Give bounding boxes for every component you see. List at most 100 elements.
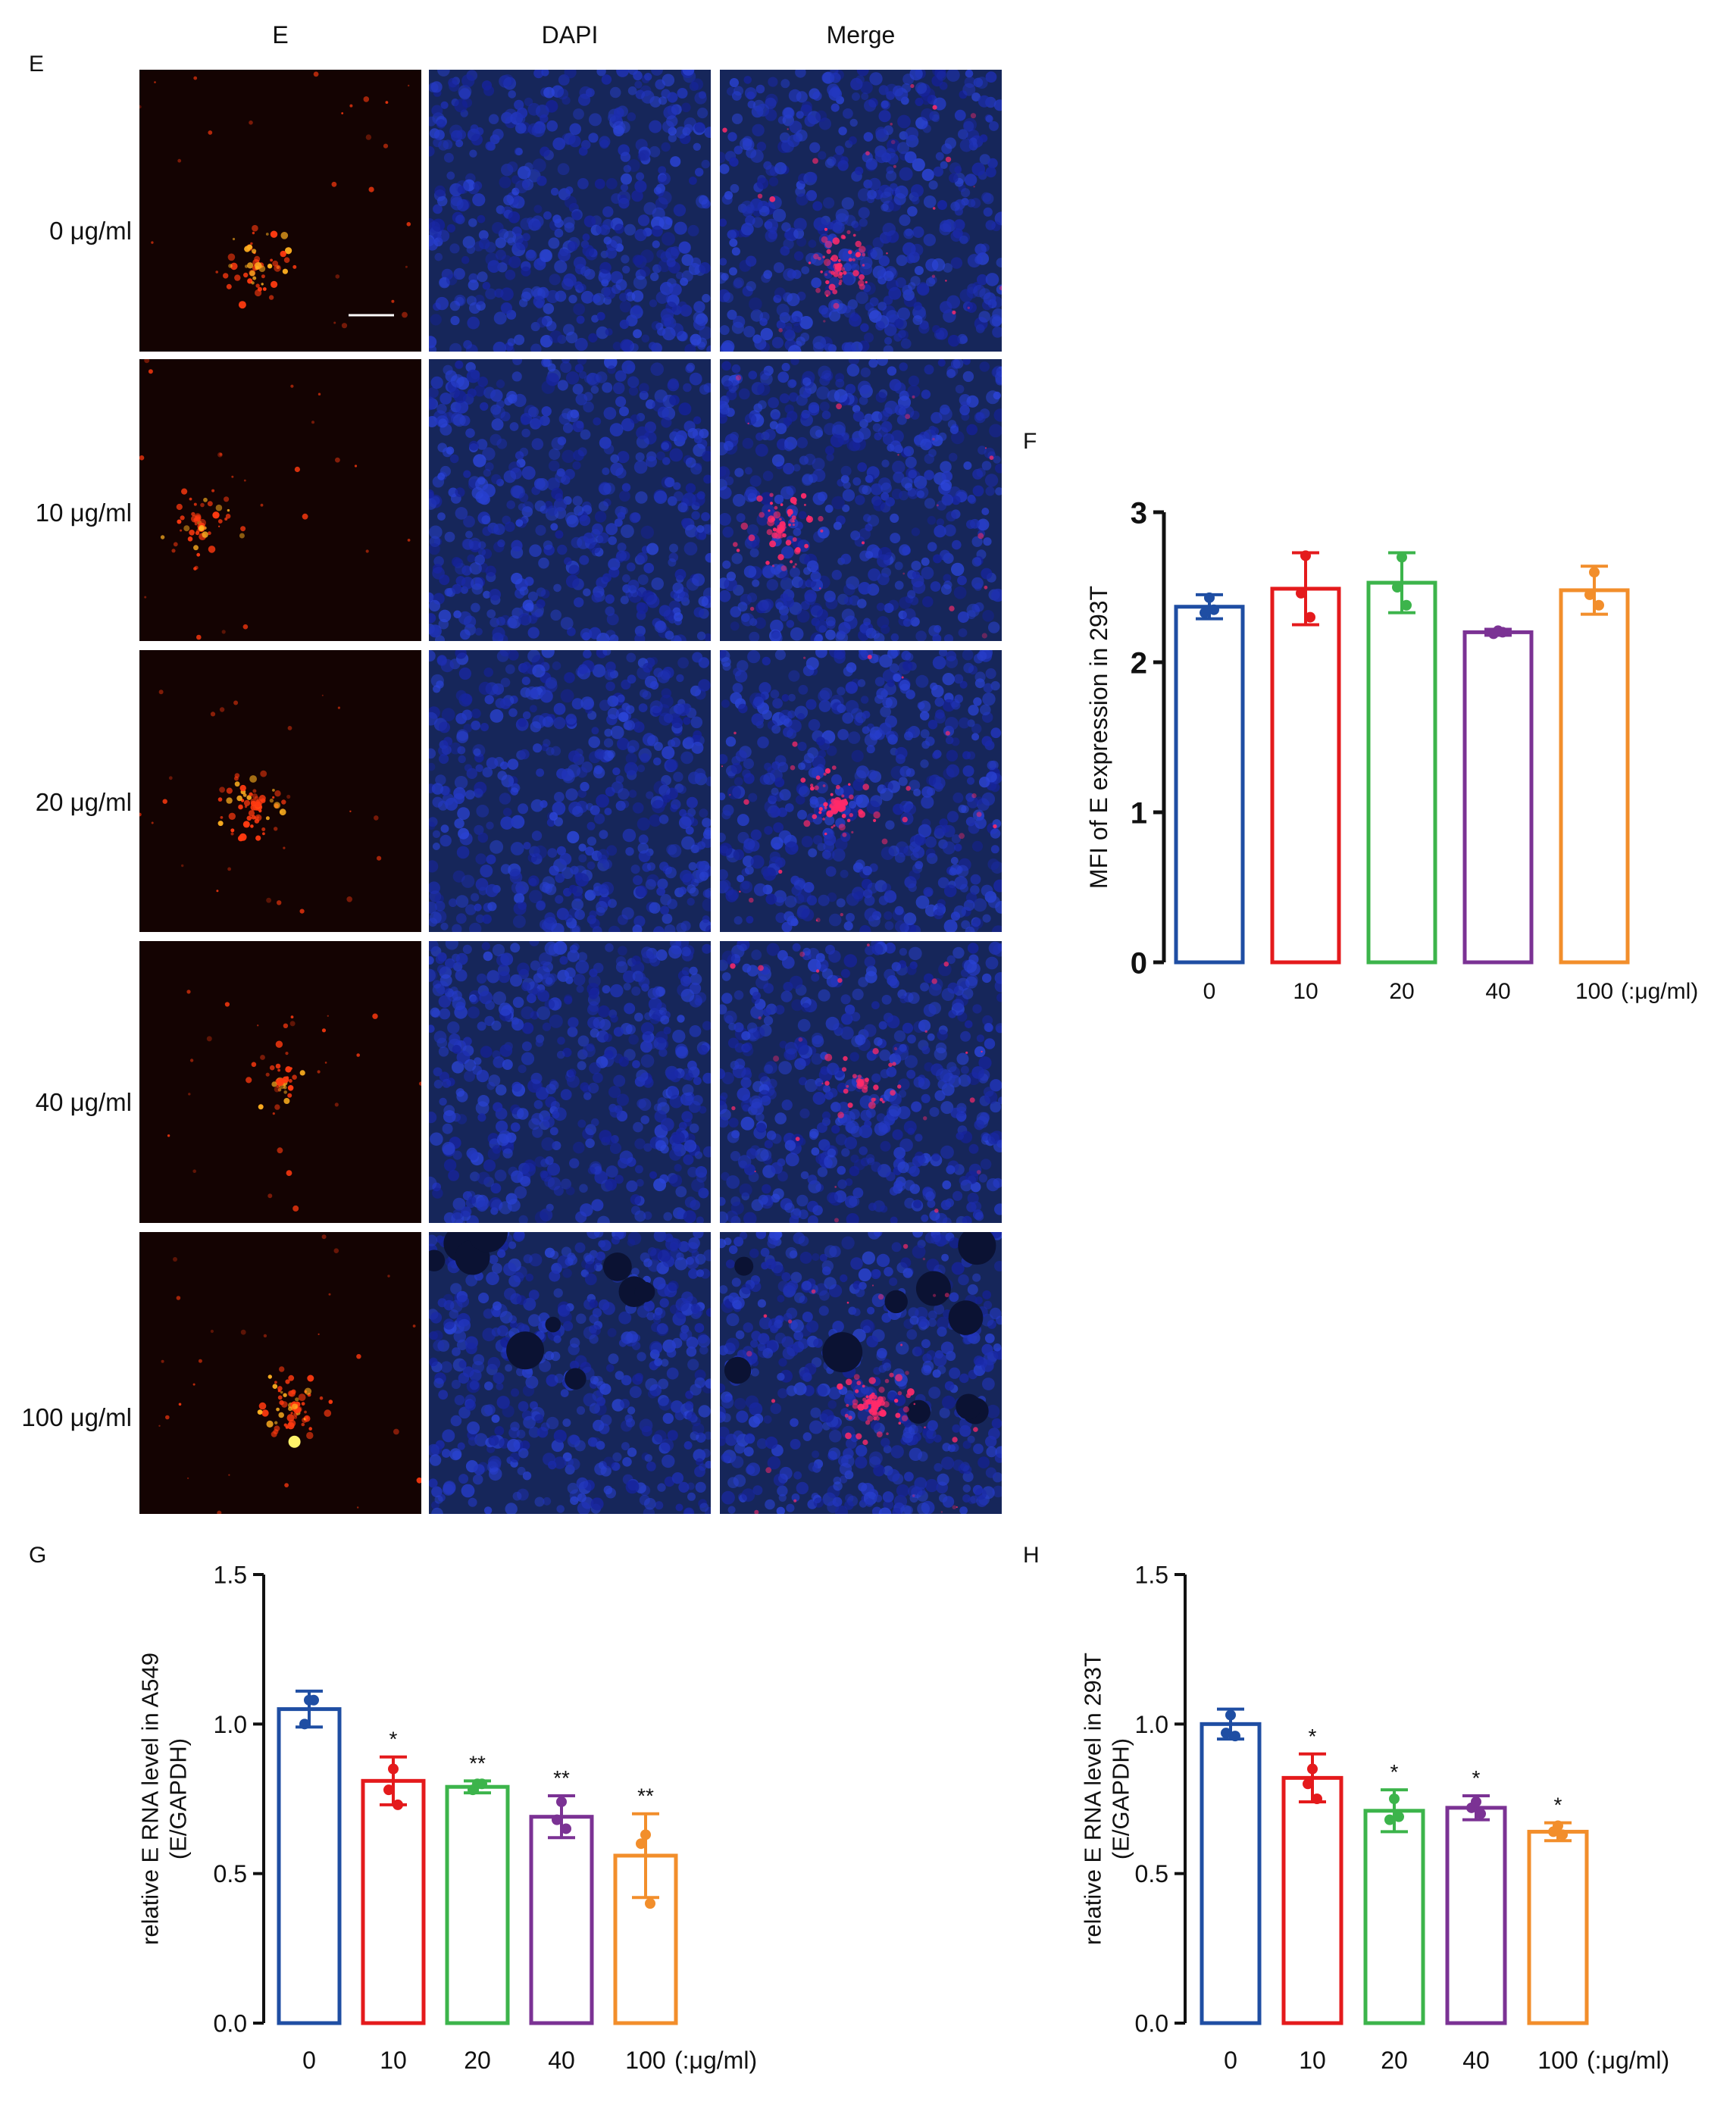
data-point	[308, 1694, 319, 1706]
data-point	[1584, 589, 1595, 600]
x-tick-label-0: 0	[302, 2047, 316, 2074]
micrograph-e-0	[139, 70, 421, 352]
bar-20	[445, 1784, 510, 2025]
bar-10	[361, 1778, 426, 2025]
column-header-dapi: DAPI	[541, 21, 599, 48]
x-tick-label-40: 40	[1462, 2047, 1490, 2074]
data-point	[1466, 1802, 1477, 1813]
x-unit-label: (:μg/ml)	[1587, 2047, 1669, 2074]
micrograph-merge-20	[720, 650, 1002, 932]
significance-label: *	[1554, 1794, 1562, 1817]
chart-f: 0 1 2 3 MFI of E expression in 293T 0 10 20 40 10…	[1085, 496, 1698, 1004]
bar-100	[1527, 1829, 1589, 2025]
significance-label: *	[1309, 1725, 1317, 1748]
data-point	[1204, 592, 1215, 603]
bar-20	[1366, 580, 1437, 965]
column-header-merge: Merge	[826, 21, 896, 48]
significance-label: **	[553, 1766, 570, 1790]
y-axis-label: MFI of E expression in 293T	[1085, 586, 1112, 889]
data-point	[1230, 1731, 1240, 1742]
data-point	[1300, 550, 1311, 561]
bar-40	[1445, 1806, 1507, 2025]
chart-h: 0.0 0.5 1.0 1.5 relative E RNA level in 293T…	[1079, 1562, 1669, 2074]
y-tick-label: 2	[1131, 646, 1147, 680]
x-unit-label: (:μg/ml)	[1621, 979, 1698, 1004]
data-point	[1303, 1778, 1313, 1790]
bar-10	[1270, 586, 1341, 965]
micrograph-dapi-40	[429, 941, 711, 1223]
micrograph-dapi-20	[429, 650, 711, 932]
data-point	[1594, 599, 1604, 611]
y-axis-label-line: (E/GAPDH)	[164, 1738, 191, 1859]
y-axis-label-line: (E/GAPDH)	[1107, 1738, 1134, 1859]
data-point	[383, 1784, 394, 1796]
micrograph-e-20	[139, 650, 421, 932]
x-unit-label: (:μg/ml)	[674, 2047, 757, 2074]
bar-0	[277, 1707, 342, 2025]
micrograph-merge-10	[720, 359, 1002, 641]
data-point	[645, 1898, 655, 1909]
y-axis-label-line: relative E RNA level in 293T	[1079, 1653, 1106, 1945]
data-point	[1397, 552, 1407, 563]
row-label-100: 100 μg/ml	[21, 1403, 132, 1431]
data-point	[1475, 1808, 1486, 1819]
data-point	[1589, 567, 1600, 578]
data-point	[1225, 1709, 1236, 1721]
y-tick-label: 3	[1131, 496, 1147, 530]
x-tick-label-20: 20	[1381, 2047, 1408, 2074]
data-point	[556, 1796, 567, 1807]
data-point	[1548, 1826, 1559, 1837]
data-point	[1307, 1763, 1318, 1775]
y-tick-label: 0.0	[1135, 2010, 1168, 2038]
y-tick-label: 0.5	[1135, 1860, 1168, 1887]
x-tick-label-100: 100	[1537, 2047, 1578, 2074]
y-axis-label: relative E RNA level in 293T (E/GAPDH)	[1079, 1653, 1134, 1945]
y-tick-label: 0	[1131, 946, 1147, 980]
data-point	[1296, 587, 1306, 599]
data-point	[1401, 599, 1412, 611]
y-tick-label: 0.5	[214, 1860, 247, 1887]
y-axis-label: relative E RNA level in A549 (E/GAPDH)	[136, 1653, 191, 1945]
data-point	[1488, 628, 1499, 640]
row-label-0: 0 μg/ml	[49, 217, 132, 245]
x-tick-label-10: 10	[1293, 979, 1318, 1004]
y-tick-label: 1.0	[1135, 1711, 1168, 1738]
significance-label: *	[1390, 1760, 1399, 1784]
bar-40	[1462, 630, 1534, 965]
bar-20	[1363, 1809, 1425, 2025]
panel-letter-f: F	[1023, 429, 1037, 454]
x-tick-label-40: 40	[1485, 979, 1510, 1004]
micrograph-e-40	[139, 941, 421, 1223]
x-tick-label-40: 40	[548, 2047, 575, 2074]
bar-10	[1281, 1775, 1343, 2025]
bar-40	[529, 1815, 594, 2025]
row-label-10: 10 μg/ml	[35, 499, 132, 527]
x-tick-label-10: 10	[380, 2047, 407, 2074]
panel-letter-h: H	[1023, 1543, 1040, 1568]
significance-label: **	[469, 1751, 486, 1775]
micrograph-e-10	[139, 359, 421, 641]
significance-label: **	[637, 1784, 654, 1808]
bar-0	[1174, 605, 1245, 965]
data-point	[1557, 1829, 1568, 1840]
micrograph-e-100	[139, 1232, 421, 1514]
x-tick-label-20: 20	[464, 2047, 491, 2074]
row-label-40: 40 μg/ml	[35, 1088, 132, 1116]
significance-label: *	[389, 1728, 398, 1751]
bar-0	[1200, 1722, 1262, 2025]
data-point	[561, 1823, 571, 1834]
y-tick-label: 1.0	[214, 1711, 247, 1738]
micrograph-dapi-100	[429, 1232, 711, 1514]
data-point	[1312, 1794, 1322, 1804]
bar-100	[1559, 588, 1630, 965]
micrograph-dapi-0	[429, 70, 711, 352]
data-point	[1209, 604, 1219, 615]
y-tick-label: 1	[1131, 796, 1147, 830]
data-point	[1392, 582, 1403, 593]
data-point	[1200, 607, 1210, 618]
column-header-e: E	[272, 21, 289, 48]
data-point	[1305, 611, 1315, 623]
y-axis-label-line: relative E RNA level in A549	[136, 1653, 163, 1945]
y-tick-label: 1.5	[1135, 1562, 1168, 1589]
micrograph-merge-100	[720, 1232, 1002, 1514]
